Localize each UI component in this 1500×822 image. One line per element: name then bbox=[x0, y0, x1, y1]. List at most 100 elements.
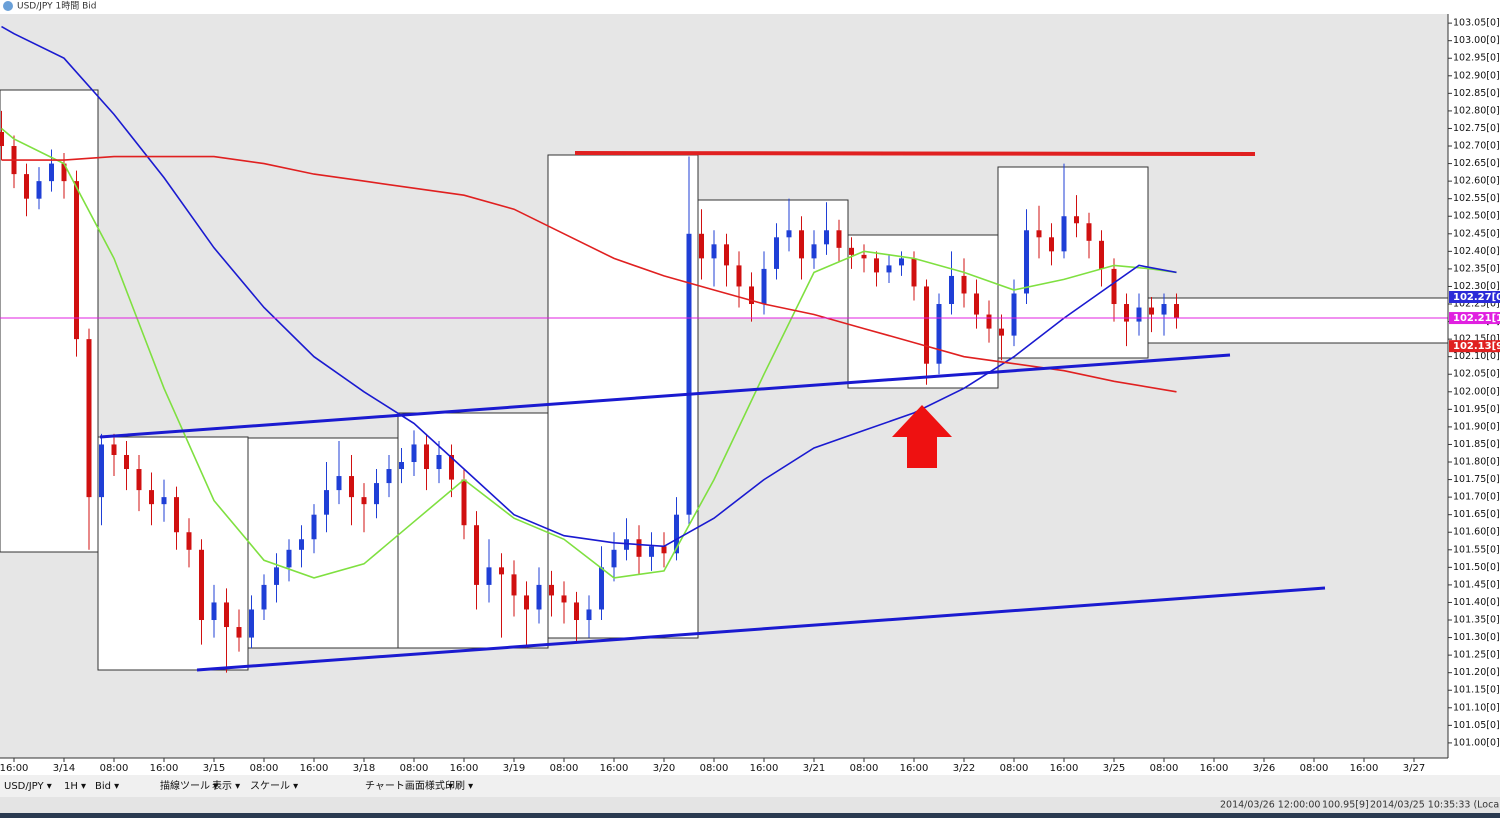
candle-body bbox=[999, 328, 1004, 336]
trend-line bbox=[99, 353, 1231, 439]
candle-body bbox=[236, 627, 242, 638]
y-tick-label: 101.50[0] bbox=[1453, 562, 1500, 573]
y-tick-label: 102.60[0] bbox=[1453, 176, 1500, 187]
candle-body bbox=[911, 258, 917, 287]
x-tick-label: 3/18 bbox=[353, 763, 375, 774]
y-tick-label: 102.85[0] bbox=[1453, 88, 1500, 99]
candle-body bbox=[949, 275, 954, 305]
candle-body bbox=[1149, 307, 1154, 315]
y-tick-label: 101.05[0] bbox=[1453, 720, 1500, 731]
candle-body bbox=[836, 230, 842, 248]
y-tick-label: 101.70[0] bbox=[1453, 492, 1500, 503]
y-tick-label: 102.75[0] bbox=[1453, 123, 1500, 134]
candle-body bbox=[1086, 223, 1092, 241]
x-tick-label: 08:00 bbox=[250, 763, 279, 774]
toolbar-button[interactable]: 表示 ▾ bbox=[212, 779, 240, 792]
y-tick-label: 101.20[0] bbox=[1453, 667, 1500, 678]
y-tick-label: 102.55[0] bbox=[1453, 193, 1500, 204]
x-tick-label: 08:00 bbox=[400, 763, 429, 774]
candle-body bbox=[1174, 304, 1179, 319]
candle-body bbox=[211, 602, 217, 621]
toolbar bbox=[0, 775, 1500, 797]
candle-body bbox=[274, 567, 279, 585]
candle-body bbox=[136, 469, 142, 491]
candle-body bbox=[1161, 304, 1167, 315]
toolbar-button[interactable]: 1H ▾ bbox=[64, 781, 86, 792]
toolbar-button[interactable]: USD/JPY ▾ bbox=[4, 781, 52, 792]
toolbar-items: USD/JPY ▾ 1H ▾ Bid ▾ 描線ツール ▾表示 ▾ スケール ▾ チャート画… bbox=[4, 779, 473, 792]
candle-body bbox=[524, 595, 529, 610]
candle-body bbox=[674, 514, 679, 554]
candle-body bbox=[499, 567, 504, 575]
x-tick-label: 08:00 bbox=[700, 763, 729, 774]
toolbar-button[interactable]: Bid ▾ bbox=[95, 781, 119, 792]
status-field: 2014/03/25 10:35:33 (Local) bbox=[1370, 800, 1500, 811]
y-tick-label: 102.30[0] bbox=[1453, 281, 1500, 292]
candle-body bbox=[611, 549, 617, 568]
candle-body bbox=[299, 539, 304, 550]
candle-body bbox=[224, 602, 229, 628]
candle-body bbox=[1061, 216, 1067, 252]
candle-body bbox=[1049, 237, 1054, 252]
candle-body bbox=[636, 539, 642, 557]
candle-body bbox=[199, 549, 204, 621]
y-tick-label: 103.05[0] bbox=[1453, 18, 1500, 29]
candle-body bbox=[0, 131, 5, 147]
candle-body bbox=[174, 497, 179, 533]
moving-average bbox=[0, 127, 1177, 579]
range-box bbox=[697, 199, 849, 319]
candle-body bbox=[549, 584, 554, 596]
toolbar-button[interactable]: 描線ツール ▾ bbox=[160, 779, 218, 792]
axis-labels: 101.00[0] 101.05[0] 101.10[0] 101.15[0] 101.… bbox=[0, 18, 1500, 774]
candle-body bbox=[899, 258, 904, 266]
candle-body bbox=[599, 567, 604, 610]
candle-body bbox=[261, 584, 267, 610]
toolbar-button[interactable]: スケール ▾ bbox=[250, 780, 298, 792]
y-tick-label: 102.00[0] bbox=[1453, 386, 1500, 397]
candle-body bbox=[811, 244, 817, 259]
candle-body bbox=[649, 546, 654, 557]
toolbar-button[interactable]: チャート画面様式 ▾ bbox=[365, 779, 453, 792]
candle-body bbox=[86, 339, 92, 498]
y-tick-label: 101.15[0] bbox=[1453, 685, 1500, 696]
y-tick-label: 101.75[0] bbox=[1453, 474, 1500, 485]
y-tick-label: 102.50[0] bbox=[1453, 211, 1500, 222]
candle-body bbox=[149, 490, 154, 505]
y-tick-label: 101.45[0] bbox=[1453, 579, 1500, 590]
x-tick-label: 08:00 bbox=[1300, 763, 1329, 774]
candle-body bbox=[36, 181, 42, 199]
candle-body bbox=[749, 286, 754, 305]
candle-body bbox=[974, 293, 979, 315]
y-tick-label: 101.85[0] bbox=[1453, 439, 1500, 450]
y-tick-label: 102.95[0] bbox=[1453, 53, 1500, 64]
candle-body bbox=[1136, 307, 1142, 322]
status-bar bbox=[0, 797, 1500, 813]
toolbar-button[interactable]: 印刷 ▾ bbox=[445, 780, 473, 792]
candle-body bbox=[399, 462, 404, 470]
candle-body bbox=[336, 476, 342, 491]
candle-body bbox=[311, 514, 317, 540]
candle-body bbox=[824, 230, 829, 245]
candle-body bbox=[161, 497, 167, 505]
candle-body bbox=[724, 244, 729, 266]
y-tick-label: 102.15[0] bbox=[1453, 334, 1500, 345]
range-box bbox=[97, 436, 249, 671]
price-tag-label: 102.21[1 bbox=[1453, 313, 1500, 324]
y-tick-label: 101.95[0] bbox=[1453, 404, 1500, 415]
candle-body bbox=[561, 595, 567, 603]
candle-body bbox=[374, 483, 379, 505]
y-tick-label: 101.00[0] bbox=[1453, 737, 1500, 748]
x-tick-label: 16:00 bbox=[450, 763, 479, 774]
candle-body bbox=[1099, 240, 1104, 269]
candle-body bbox=[1074, 216, 1079, 224]
y-tick-label: 101.10[0] bbox=[1453, 702, 1500, 713]
candle-body bbox=[874, 258, 879, 273]
y-tick-label: 101.25[0] bbox=[1453, 650, 1500, 661]
candle-body bbox=[986, 314, 992, 329]
candle-body bbox=[449, 454, 454, 480]
x-tick-label: 08:00 bbox=[550, 763, 579, 774]
taskbar bbox=[0, 813, 1500, 818]
range-box bbox=[997, 166, 1149, 359]
candle-body bbox=[886, 265, 892, 273]
